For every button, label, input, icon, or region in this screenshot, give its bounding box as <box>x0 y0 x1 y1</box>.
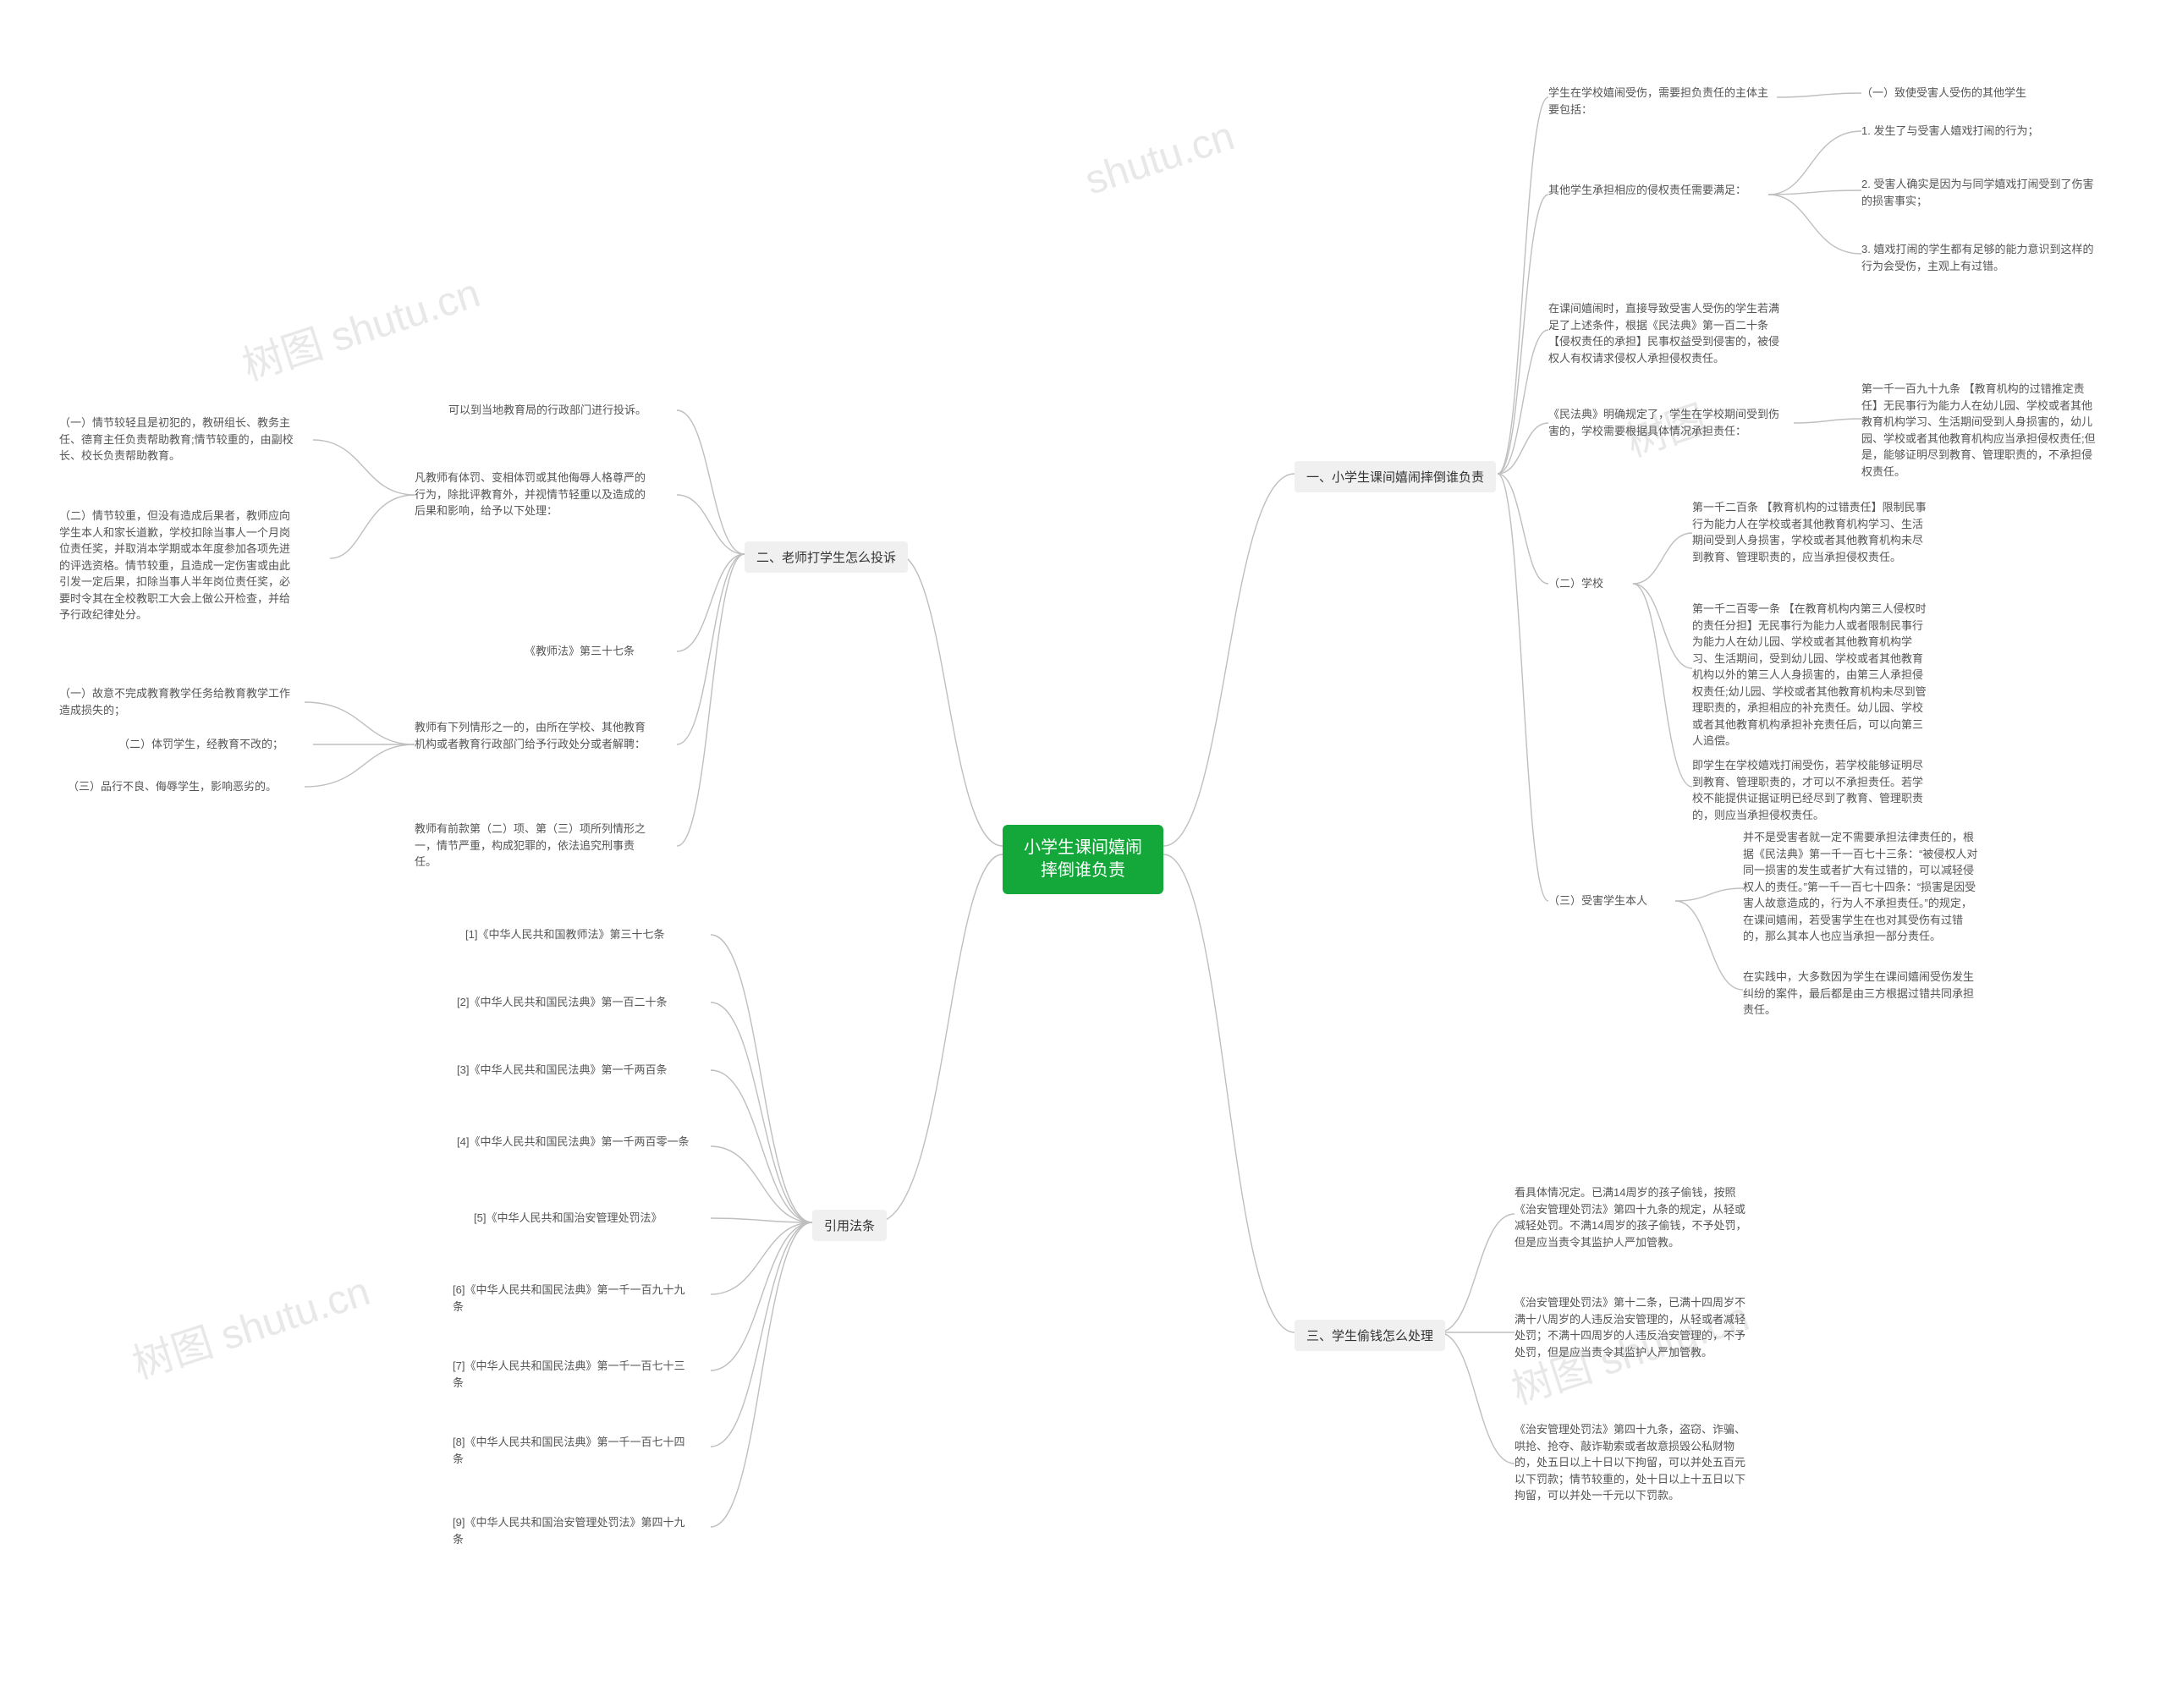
mindmap-center: 小学生课间嬉闹摔倒谁负责 <box>1003 825 1163 894</box>
b1-c0-0: （一）致使受害人受伤的其他学生 <box>1861 85 2048 102</box>
b1-c5-1: 在实践中，大多数因为学生在课间嬉闹受伤发生纠纷的案件，最后都是由三方根据过错共同… <box>1743 969 1980 1019</box>
b2-c3: 教师有下列情形之一的，由所在学校、其他教育机构或者教育行政部门给予行政处分或者解… <box>415 719 651 752</box>
b1-c1: 其他学生承担相应的侵权责任需要满足： <box>1548 182 1768 199</box>
b4-c7: [8]《中华人民共和国民法典》第一千一百七十四条 <box>453 1434 690 1467</box>
b3-c1: 《治安管理处罚法》第十二条，已满十四周岁不满十八周岁的人违反治安管理的，从轻或者… <box>1515 1294 1751 1360</box>
b1-c1-2: 3. 嬉戏打闹的学生都有足够的能力意识到这样的行为会受伤，主观上有过错。 <box>1861 241 2098 274</box>
b2-c1-0: （一）情节较轻且是初犯的，教研组长、教务主任、德育主任负责帮助教育;情节较重的，… <box>59 415 296 464</box>
b3-c2: 《治安管理处罚法》第四十九条，盗窃、诈骗、哄抢、抢夺、敲诈勒索或者故意损毁公私财… <box>1515 1421 1751 1504</box>
b4-c2: [3]《中华人民共和国民法典》第一千两百条 <box>457 1062 694 1079</box>
b1-c3-0: 第一千一百九十九条 【教育机构的过错推定责任】无民事行为能力人在幼儿园、学校或者… <box>1861 381 2098 480</box>
b4-c5: [6]《中华人民共和国民法典》第一千一百九十九条 <box>453 1282 690 1315</box>
b1-c5: （三）受害学生本人 <box>1548 892 1675 909</box>
branch-2: 二、老师打学生怎么投诉 <box>745 541 908 573</box>
branch-3: 三、学生偷钱怎么处理 <box>1295 1320 1445 1351</box>
b1-c1-1: 2. 受害人确实是因为与同学嬉戏打闹受到了伤害的损害事实； <box>1861 176 2098 209</box>
b1-c1-0: 1. 发生了与受害人嬉戏打闹的行为； <box>1861 123 2064 140</box>
b4-c4: [5]《中华人民共和国治安管理处罚法》 <box>474 1210 711 1227</box>
b3-c0: 看具体情况定。已满14周岁的孩子偷钱，按照《治安管理处罚法》第四十九条的规定，从… <box>1515 1184 1751 1250</box>
watermark: shutu.cn <box>1080 113 1240 204</box>
b2-c1: 凡教师有体罚、变相体罚或其他侮辱人格尊严的行为，除批评教育外，并视情节轻重以及造… <box>415 470 651 519</box>
watermark: 树图 shutu.cn <box>234 260 486 392</box>
b2-c4: 教师有前款第（二）项、第（三）项所列情形之一，情节严重，构成犯罪的，依法追究刑事… <box>415 821 651 870</box>
b1-c4-2: 即学生在学校嬉戏打闹受伤，若学校能够证明尽到教育、管理职责的，才可以不承担责任。… <box>1692 757 1929 823</box>
b1-c0: 学生在学校嬉闹受伤，需要担负责任的主体主要包括： <box>1548 85 1777 118</box>
b1-c2: 在课间嬉闹时，直接导致受害人受伤的学生若满足了上述条件，根据《民法典》第一百二十… <box>1548 300 1785 366</box>
b1-c4: （二）学校 <box>1548 575 1633 592</box>
b1-c3: 《民法典》明确规定了，学生在学校期间受到伤害的，学校需要根据具体情况承担责任： <box>1548 406 1785 439</box>
watermark: 树图 shutu.cn <box>124 1258 376 1390</box>
b2-c1-1: （二）情节较重，但没有造成后果者，教师应向学生本人和家长道歉，学校扣除当事人一个… <box>59 508 296 623</box>
b2-c2: 《教师法》第三十七条 <box>525 643 677 660</box>
b1-c4-1: 第一千二百零一条 【在教育机构内第三人侵权时的责任分担】无民事行为能力人或者限制… <box>1692 601 1929 750</box>
b4-c3: [4]《中华人民共和国民法典》第一千两百零一条 <box>457 1134 694 1151</box>
b1-c4-0: 第一千二百条 【教育机构的过错责任】限制民事行为能力人在学校或者其他教育机构学习… <box>1692 499 1929 565</box>
b2-c3-1: （二）体罚学生，经教育不改的； <box>118 736 313 753</box>
b2-c3-0: （一）故意不完成教育教学任务给教育教学工作造成损失的； <box>59 685 296 718</box>
branch-1: 一、小学生课间嬉闹摔倒谁负责 <box>1295 461 1496 492</box>
b2-c0: 可以到当地教育局的行政部门进行投诉。 <box>448 402 677 419</box>
b4-c8: [9]《中华人民共和国治安管理处罚法》第四十九条 <box>453 1514 690 1547</box>
b4-c6: [7]《中华人民共和国民法典》第一千一百七十三条 <box>453 1358 690 1391</box>
b2-c3-2: （三）品行不良、侮辱学生，影响恶劣的。 <box>68 778 305 795</box>
b4-c0: [1]《中华人民共和国教师法》第三十七条 <box>465 926 702 943</box>
branch-4: 引用法条 <box>812 1210 887 1241</box>
b4-c1: [2]《中华人民共和国民法典》第一百二十条 <box>457 994 694 1011</box>
b1-c5-0: 并不是受害者就一定不需要承担法律责任的，根据《民法典》第一千一百七十三条：“被侵… <box>1743 829 1980 945</box>
